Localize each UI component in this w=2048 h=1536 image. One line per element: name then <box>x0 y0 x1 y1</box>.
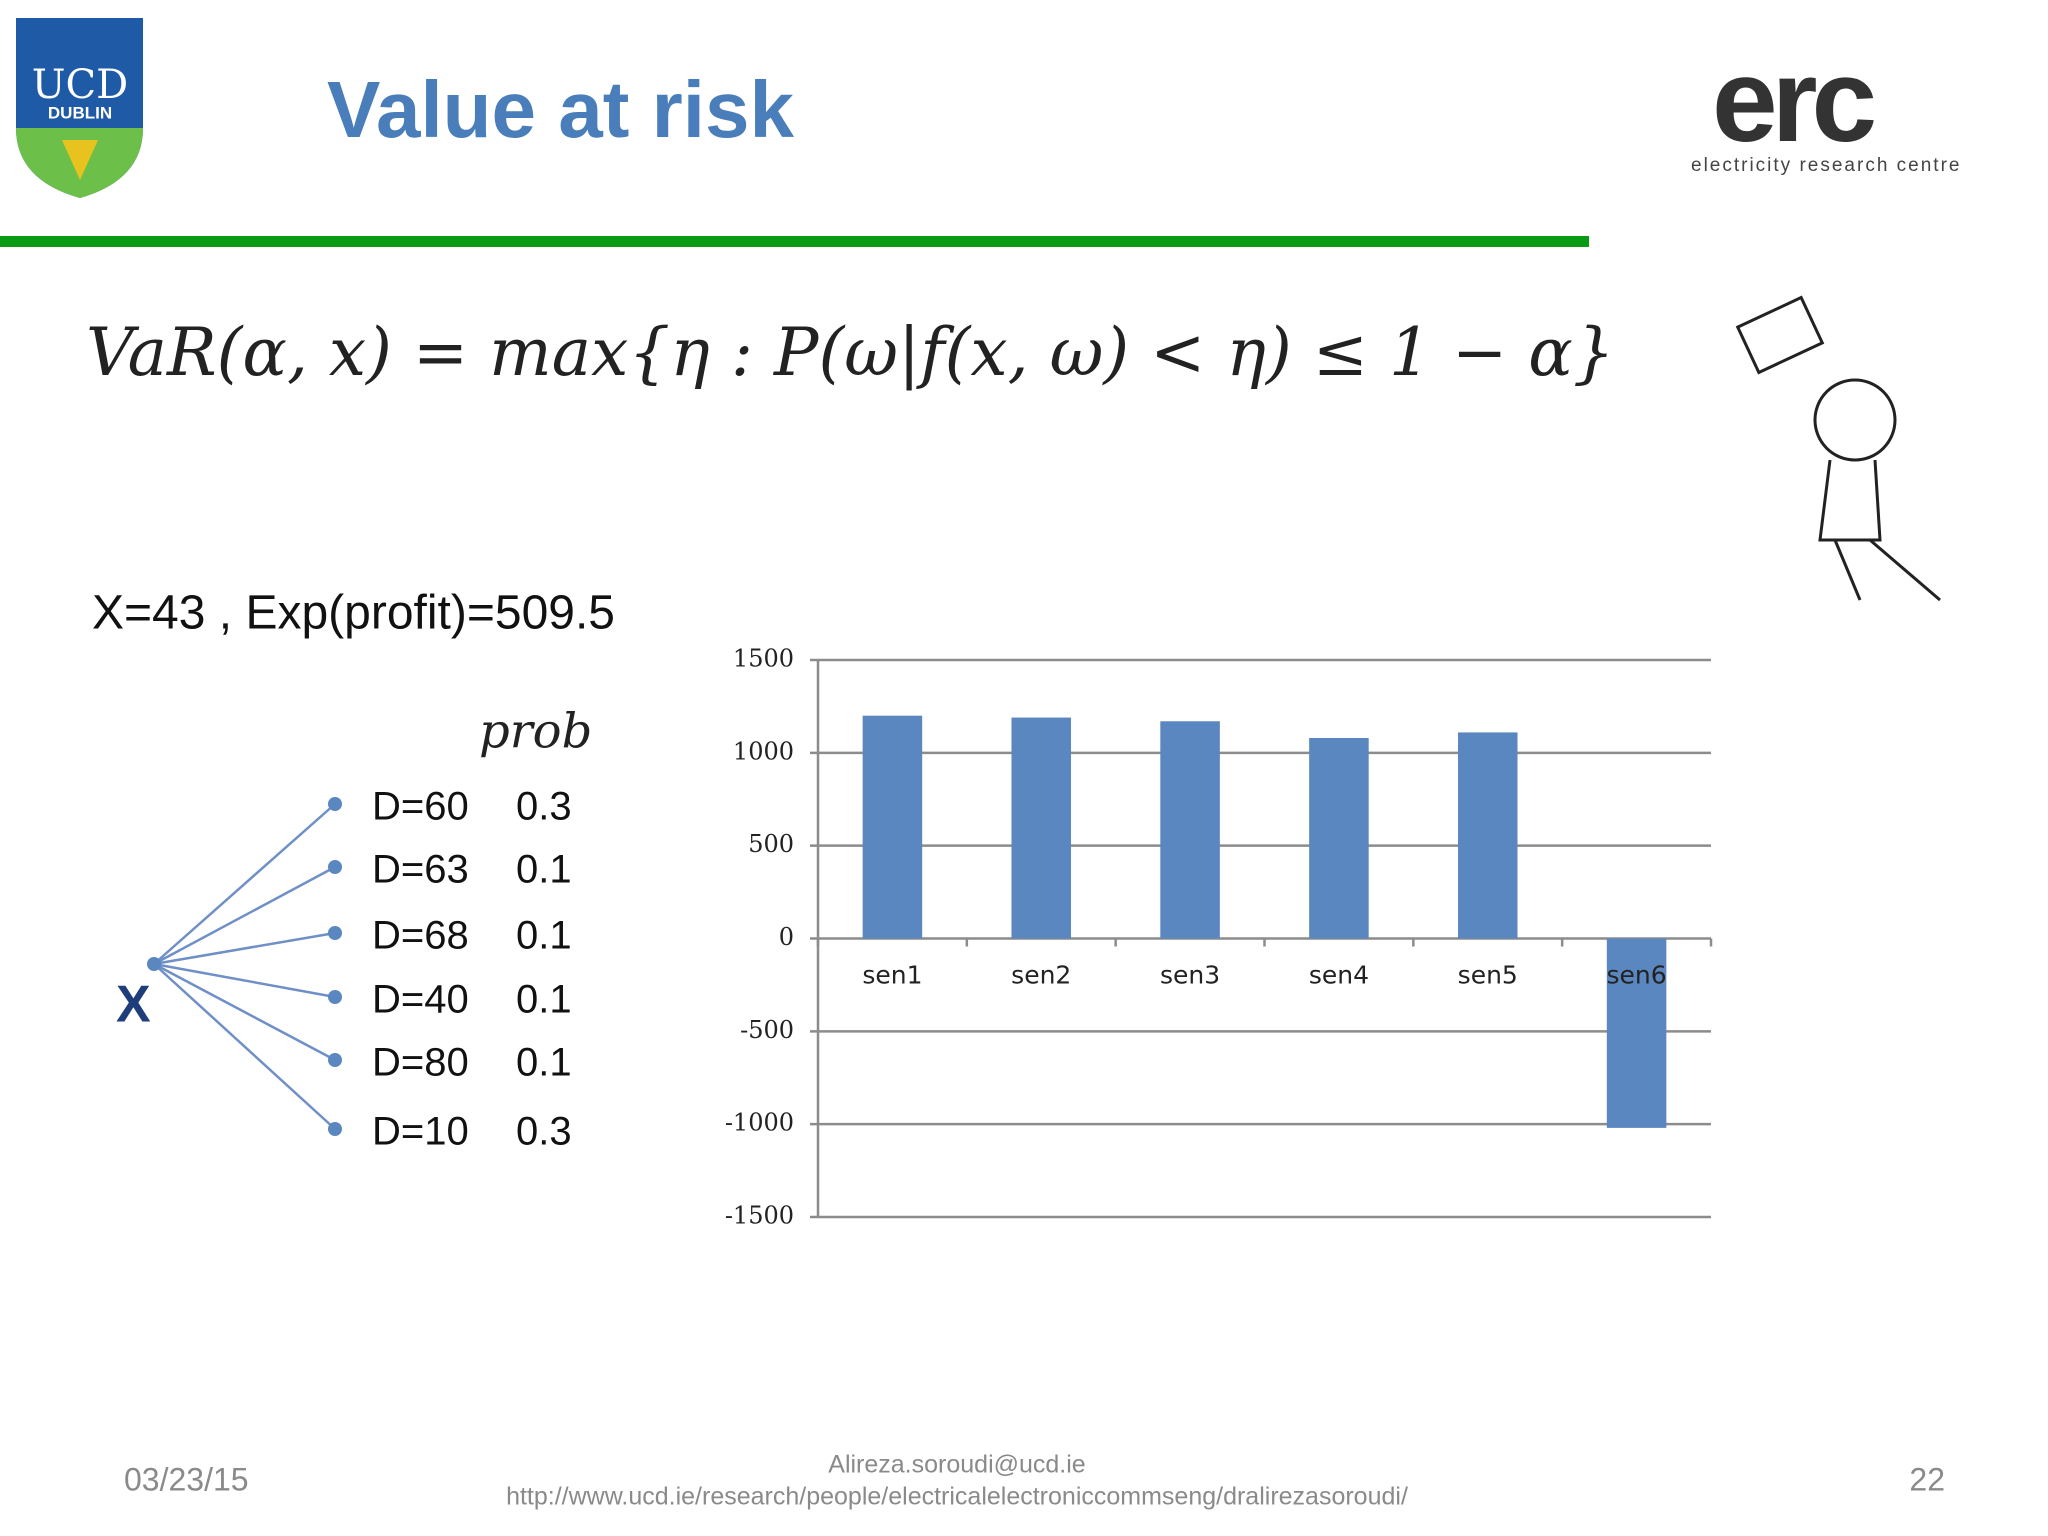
branch <box>153 963 336 1130</box>
branch <box>153 962 336 999</box>
leaf <box>328 1122 342 1136</box>
tree-root: X <box>116 976 151 1034</box>
newspaper <box>1735 295 1825 375</box>
body <box>1818 459 1941 602</box>
bar <box>1606 938 1667 1128</box>
branch-prob: 0.1 <box>516 848 572 892</box>
title: Value at risk <box>327 65 794 154</box>
y-tick-label: 0 <box>779 923 794 951</box>
x-tick-label: sen6 <box>1607 961 1667 990</box>
leaf <box>328 797 342 811</box>
branch-label: D=80 <box>372 1041 469 1085</box>
leaf <box>328 860 342 874</box>
branch <box>153 931 336 966</box>
prob-header: prob <box>479 704 592 760</box>
branch-label: D=10 <box>372 1110 469 1154</box>
head <box>1813 378 1897 462</box>
logo-top: UCD <box>32 62 128 108</box>
page-number: 22 <box>1909 1461 1945 1497</box>
branch-prob: 0.1 <box>516 978 572 1022</box>
bar <box>1011 717 1072 939</box>
x-tick-label: sen5 <box>1458 961 1518 990</box>
formula: VaR(α, x) = max{η : P(ω|f(x, ω) < η) ≤ 1… <box>86 314 1615 391</box>
leaf <box>328 926 342 940</box>
x-tick-label: sen3 <box>1160 961 1220 990</box>
x-tick-label: sen1 <box>862 961 922 990</box>
branch-label: D=63 <box>372 848 469 892</box>
branch-label: D=68 <box>372 914 469 958</box>
harp <box>62 140 98 180</box>
branch <box>153 962 336 1062</box>
y-tick-label: -1000 <box>725 1109 794 1137</box>
leaf <box>328 1053 342 1067</box>
tree: D=60 0.3 D=63 0.1 D=68 0.1 D=40 0.1 D=80 0.1 D=10 0… <box>147 785 572 1154</box>
logo-bottom: DUBLIN <box>48 103 112 122</box>
footer-email: Alireza.soroudi@ucd.ie <box>828 1451 1085 1479</box>
y-tick-label: -1500 <box>725 1202 794 1230</box>
footer-url: http://www.ucd.ie/research/people/electr… <box>506 1483 1408 1511</box>
leaf <box>328 990 342 1004</box>
bar <box>1457 732 1518 939</box>
y-tick-label: 500 <box>748 830 794 858</box>
x-tick-label: sen4 <box>1309 961 1369 990</box>
bar <box>862 715 923 939</box>
summary: X=43 , Exp(profit)=509.5 <box>92 587 615 640</box>
cartoon <box>1735 295 1941 602</box>
divider <box>0 236 1589 247</box>
chart: -1500 -1000 -500 0 500 1000 1500 sen1 sen2 sen3 se… <box>725 645 1713 1230</box>
brand-tagline: electricity research centre <box>1691 155 1961 176</box>
branch-label: D=40 <box>372 978 469 1022</box>
branch-prob: 0.3 <box>516 1110 572 1154</box>
bar <box>1309 737 1369 939</box>
y-tick-label: 1500 <box>733 645 794 673</box>
root-node <box>147 957 161 971</box>
branch-label: D=60 <box>372 785 469 829</box>
bar <box>1160 721 1220 939</box>
ucd-logo: UCD DUBLIN <box>16 18 143 198</box>
branch <box>153 803 336 965</box>
branch-prob: 0.3 <box>516 785 572 829</box>
y-tick-label: 1000 <box>733 737 794 765</box>
branch <box>153 865 336 966</box>
branch-prob: 0.1 <box>516 914 572 958</box>
footer-date: 03/23/15 <box>124 1461 249 1497</box>
branch-prob: 0.1 <box>516 1041 572 1085</box>
brand: erc <box>1712 35 1875 167</box>
x-tick-label: sen2 <box>1011 961 1071 990</box>
y-tick-label: -500 <box>740 1016 794 1044</box>
